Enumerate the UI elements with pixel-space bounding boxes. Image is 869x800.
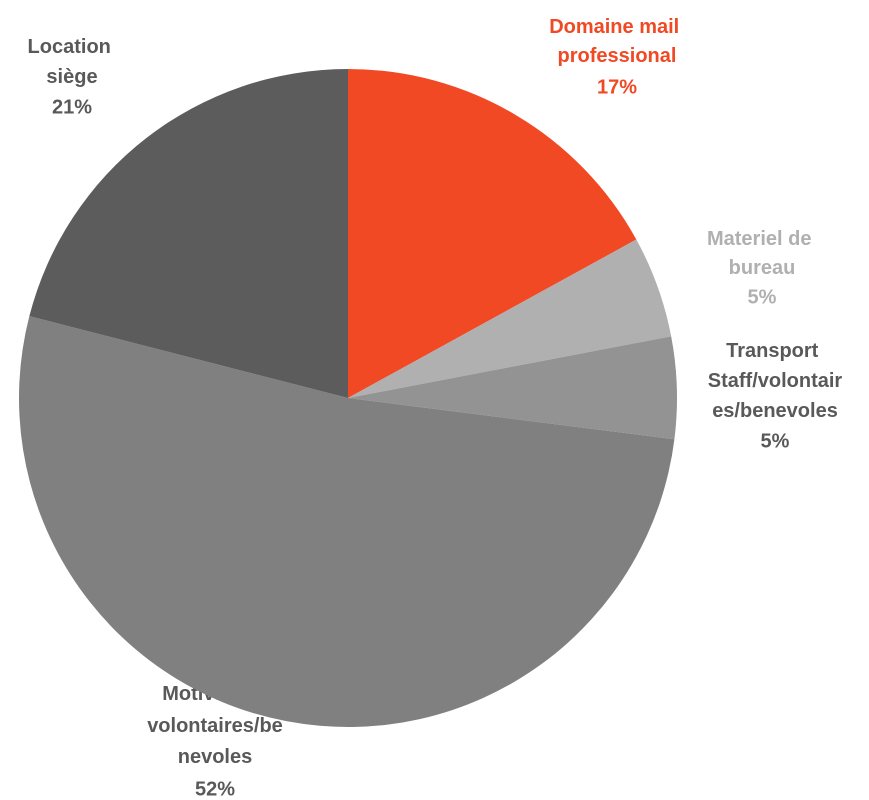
pie-slice <box>29 69 348 398</box>
pie-slice <box>348 69 637 398</box>
pie-slice <box>19 316 675 727</box>
slice-label: Location siège <box>28 36 117 88</box>
slice-value-label: 21% <box>52 96 92 118</box>
slice-label: Materiel de bureau <box>707 228 817 279</box>
slice-label: Transport Staff/volontair es/benevoles <box>708 340 843 422</box>
slice-value-label: 5% <box>761 430 790 452</box>
slice-value-label: 52% <box>195 778 235 800</box>
slice-value-label: 17% <box>597 76 637 98</box>
slices <box>19 69 677 727</box>
pie-slice <box>348 336 677 440</box>
slice-value-label: 5% <box>748 286 777 308</box>
slice-label: Domaine mail professional <box>549 16 685 67</box>
pie-slice <box>348 239 672 398</box>
